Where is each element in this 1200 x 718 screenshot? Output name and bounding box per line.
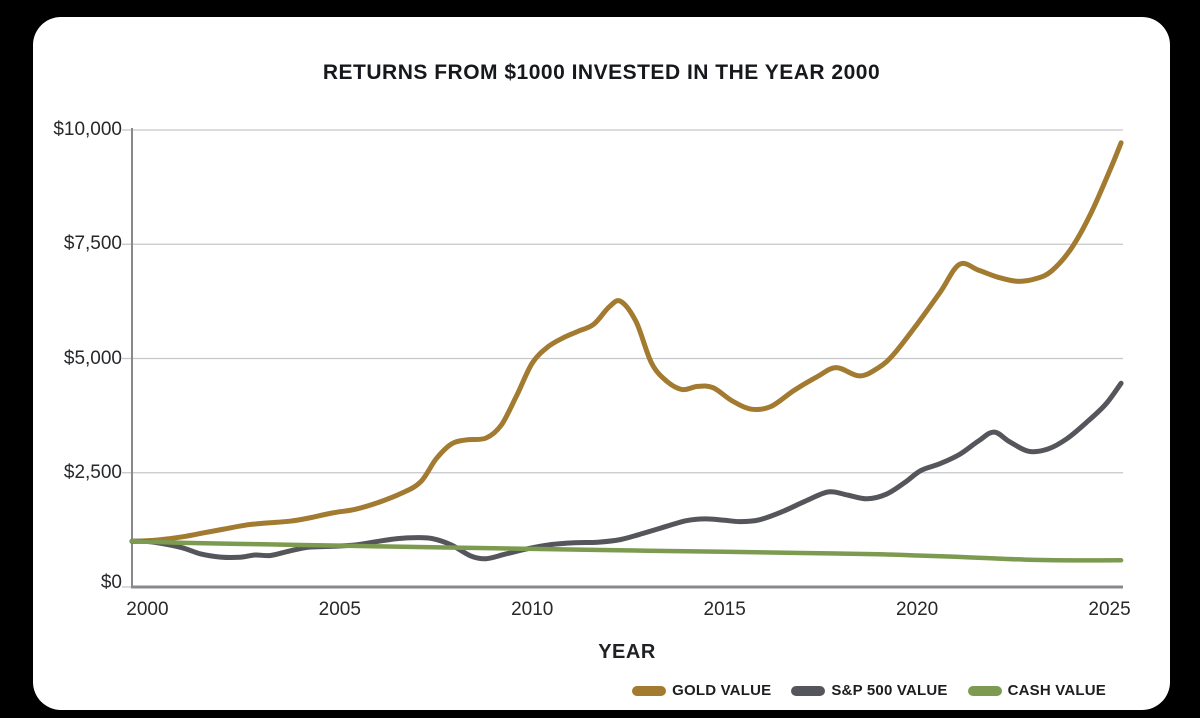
series-line-s-p-500-value [129, 380, 1124, 562]
legend-swatch-cash-value [967, 685, 1002, 696]
series-line-gold-value [129, 140, 1124, 544]
legend-swatch-gold-value [632, 685, 667, 696]
chart-card: RETURNS FROM $1000 INVESTED IN THE YEAR … [33, 17, 1170, 710]
x-axis-title: YEAR [598, 641, 656, 663]
x-axis-tick-label: 2005 [318, 599, 361, 620]
line-chart [122, 128, 1124, 589]
legend-swatch-s-p-500-value [791, 685, 826, 696]
y-axis-tick-label: $2,500 [63, 461, 122, 483]
y-axis-tick-label: $10,000 [53, 119, 122, 140]
y-axis-tick-label: $0 [100, 572, 122, 593]
legend-item-cash-value[interactable]: CASH VALUE [967, 682, 1106, 699]
y-axis-tick-label: $5,000 [63, 347, 122, 369]
legend-label-gold-value: GOLD VALUE [672, 682, 772, 699]
x-axis-tick-label: 2020 [895, 599, 939, 620]
chart-title: RETURNS FROM $1000 INVESTED IN THE YEAR … [322, 61, 881, 84]
x-axis-tick-label: 2025 [1088, 599, 1131, 620]
legend-item-gold-value[interactable]: GOLD VALUE [632, 682, 771, 699]
chart-legend: GOLD VALUE S&P 500 VALUE CASH VALUE [632, 682, 1106, 699]
legend-label-s-p-500-value: S&P 500 VALUE [831, 682, 948, 699]
x-axis-tick-label: 2010 [511, 599, 554, 620]
legend-label-cash-value: CASH VALUE [1007, 682, 1106, 699]
x-axis-tick-label: 2015 [703, 599, 746, 620]
x-axis-tick-label: 2000 [126, 599, 169, 620]
series-line-cash-value [129, 539, 1124, 563]
legend-item-s-p-500-value[interactable]: S&P 500 VALUE [791, 682, 947, 699]
y-axis-tick-label: $7,500 [63, 233, 122, 255]
